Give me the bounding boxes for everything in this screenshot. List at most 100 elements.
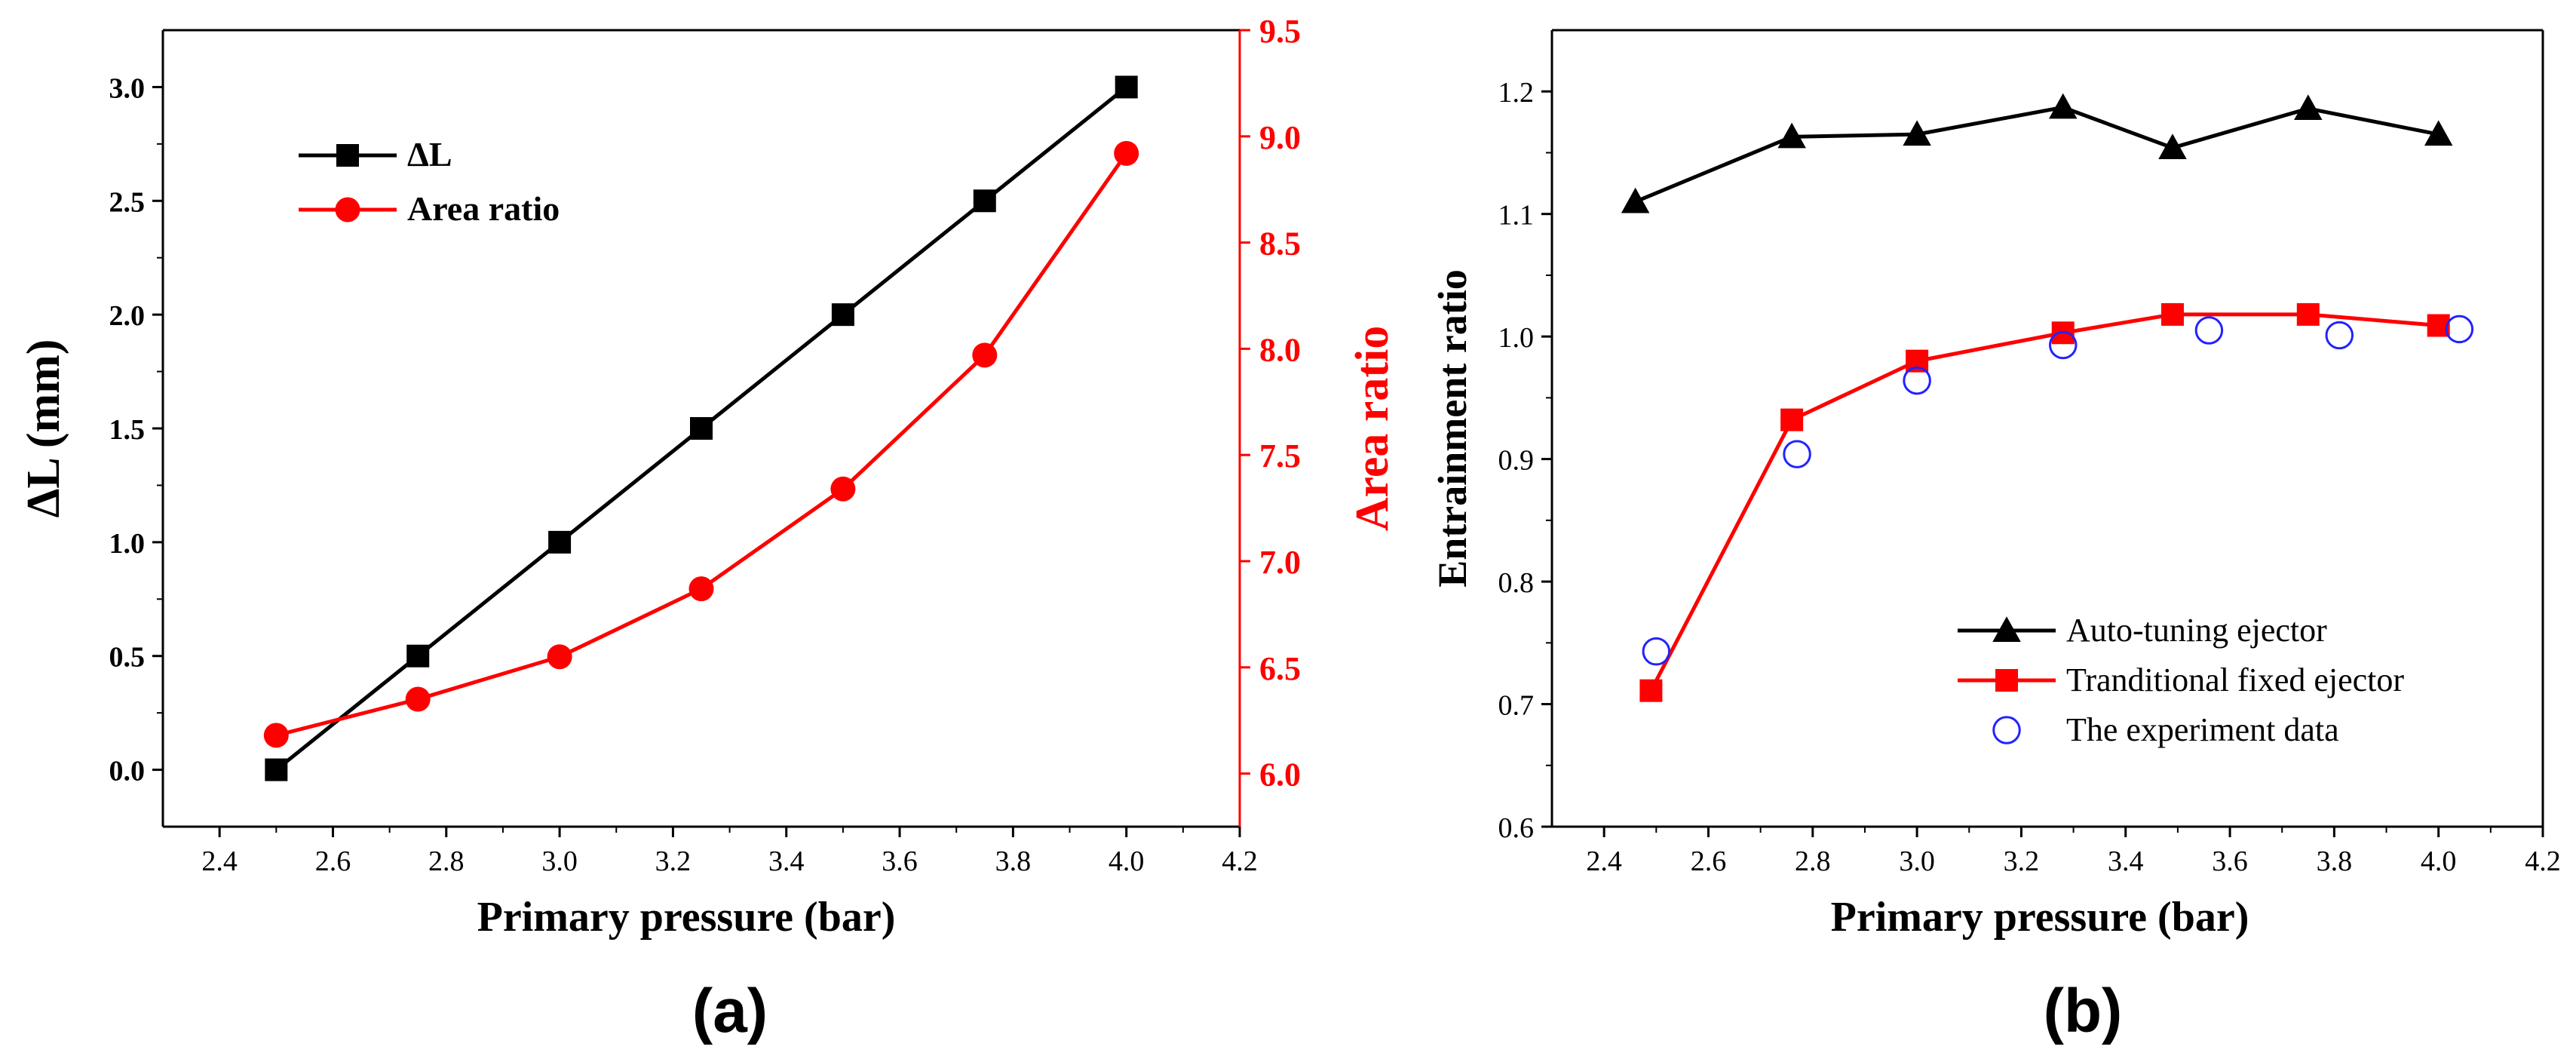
y-tick-label: 0.8 [1498, 567, 1535, 599]
series-area-ratio [263, 140, 1139, 748]
x-tick-label: 2.6 [1691, 846, 1727, 877]
x-tick-label: 2.8 [428, 846, 465, 877]
data-point [688, 576, 714, 602]
data-point [2424, 120, 2453, 146]
legend-label: The experiment data [2066, 711, 2339, 748]
data-point [2158, 134, 2187, 159]
x-tick-label: 3.8 [2317, 846, 2353, 877]
series-tranditional-fixed-ejector [1639, 302, 2450, 702]
legend-label: Auto-tuning ejector [2066, 612, 2327, 649]
y2-tick-label: 6.0 [1259, 757, 1301, 793]
data-point [2445, 315, 2474, 344]
y-tick-label: 1.5 [109, 414, 146, 446]
y-axis-title: ΔL (mm) [18, 339, 69, 518]
x-tick-label: 4.0 [1109, 846, 1145, 877]
y2-tick-label: 9.0 [1259, 119, 1301, 156]
series-line [275, 152, 1128, 738]
data-point [830, 476, 856, 502]
series-the-experiment-data [1642, 315, 2474, 666]
data-point [548, 530, 572, 554]
data-point [1642, 637, 1671, 666]
y2-tick-label: 8.5 [1259, 226, 1301, 262]
panel-label: (b) [2044, 977, 2123, 1045]
y2-tick-label: 8.0 [1259, 331, 1301, 368]
y2-tick-label: 6.5 [1259, 650, 1301, 687]
data-point [547, 644, 572, 670]
legend: ΔL Area ratio [299, 135, 560, 228]
data-point [972, 342, 998, 368]
y-tick-label: 1.1 [1498, 200, 1535, 232]
y-tick-label: 1.0 [109, 528, 146, 560]
data-point [2194, 316, 2224, 345]
legend-marker [336, 144, 359, 167]
legend-label: Tranditional fixed ejector [2066, 661, 2404, 698]
x-tick-label: 3.6 [882, 846, 918, 877]
series-line [1634, 105, 2440, 204]
y-tick-label: 2.0 [109, 300, 146, 332]
data-point [2048, 93, 2078, 119]
data-point [1639, 679, 1663, 702]
legend-label: Area ratio [407, 189, 560, 228]
legend-marker [1992, 616, 2021, 642]
x-tick-label: 3.8 [995, 846, 1032, 877]
series-l [265, 75, 1138, 781]
data-point [973, 189, 996, 213]
x-tick-label: 3.4 [768, 846, 805, 877]
data-point [406, 644, 430, 668]
data-point [2294, 94, 2323, 120]
legend: Auto-tuning ejector Tranditional fixed ej… [1958, 612, 2404, 748]
y-tick-label: 3.0 [109, 72, 146, 104]
y-tick-label: 1.2 [1498, 77, 1535, 109]
data-point [1780, 408, 1804, 431]
x-axis-title: Primary pressure (bar) [1831, 894, 2249, 941]
y-tick-label: 0.9 [1498, 445, 1535, 477]
y2-axis-title: Area ratio [1347, 326, 1398, 532]
data-point [1114, 140, 1139, 166]
series-auto-tuning-ejector [1621, 93, 2453, 213]
x-tick-label: 3.2 [655, 846, 692, 877]
legend-item: The experiment data [1992, 711, 2339, 748]
y2-tick-label: 7.5 [1259, 437, 1301, 474]
data-point [263, 723, 289, 748]
data-point [2048, 330, 2078, 360]
data-point [265, 758, 288, 781]
data-point [831, 303, 854, 327]
x-tick-label: 3.2 [2004, 846, 2040, 877]
legend-item: Area ratio [299, 189, 560, 228]
data-point [2160, 302, 2184, 326]
data-point [1115, 75, 1138, 99]
data-point [405, 686, 431, 712]
y2-tick-label: 7.0 [1259, 544, 1301, 581]
legend-marker [335, 197, 360, 223]
data-point [690, 417, 713, 440]
legend-item: ΔL [299, 135, 452, 173]
y-tick-label: 0.6 [1498, 812, 1535, 844]
panel-label: (a) [692, 977, 768, 1045]
x-tick-label: 2.4 [1586, 846, 1622, 877]
x-tick-label: 3.6 [2212, 846, 2248, 877]
legend-marker [1992, 716, 2021, 744]
x-tick-label: 4.2 [1222, 846, 1258, 877]
x-tick-label: 3.0 [1899, 846, 1935, 877]
legend-label: ΔL [407, 135, 452, 173]
y-tick-label: 0.0 [109, 756, 146, 787]
y-axis-title: Entrainment ratio [1430, 269, 1475, 587]
y-tick-label: 0.5 [109, 642, 146, 674]
data-point [1903, 366, 1931, 395]
x-tick-label: 3.4 [2108, 846, 2144, 877]
x-tick-label: 2.6 [315, 846, 351, 877]
data-point [1903, 120, 1931, 146]
x-tick-label: 3.0 [541, 846, 578, 877]
panel-b-chart: 2.4 2.6 2.8 3.0 3.2 3.4 3.6 3.8 4.0 4.2 0.6 0.7 0.8 0… [1430, 29, 2561, 1045]
x-axis-title: Primary pressure (bar) [477, 894, 896, 941]
y-tick-label: 1.0 [1498, 322, 1535, 354]
y-tick-label: 0.7 [1498, 690, 1535, 722]
panel-a-chart: 2.4 2.6 2.8 3.0 3.2 3.4 3.6 3.8 4.0 4.2 0.0 0.5 1.0 1… [18, 13, 1398, 1045]
data-point [1783, 440, 1811, 468]
data-point [1777, 122, 1806, 149]
data-point [2325, 321, 2354, 350]
legend-marker [1995, 669, 2018, 692]
y2-tick-label: 9.5 [1259, 13, 1301, 50]
x-tick-label: 4.0 [2421, 846, 2457, 877]
